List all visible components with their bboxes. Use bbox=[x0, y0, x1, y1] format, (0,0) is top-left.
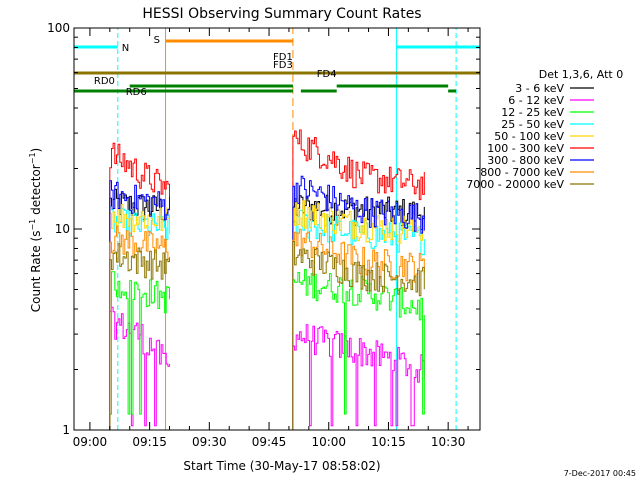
flag-label-fd3: FD3 bbox=[273, 60, 293, 71]
x-tick-label: 09:00 bbox=[73, 435, 108, 449]
series-line-5-1 bbox=[292, 129, 425, 430]
legend-label: 12 - 25 keV bbox=[501, 106, 564, 119]
legend-label: 7000 - 20000 keV bbox=[466, 178, 564, 191]
series-line-3-1 bbox=[292, 209, 425, 430]
x-axis-label: Start Time (30-May-17 08:58:02) bbox=[183, 459, 380, 473]
x-tick-label: 09:45 bbox=[252, 435, 287, 449]
flag-label-n: N bbox=[122, 43, 129, 54]
legend-label: 6 - 12 keV bbox=[508, 94, 564, 107]
y-axis-label: Count Rate (s−1 detector−1) bbox=[28, 148, 43, 312]
legend-label: 3 - 6 keV bbox=[515, 82, 564, 95]
series-line-6-1 bbox=[292, 175, 425, 430]
series-line-1-1 bbox=[292, 324, 425, 430]
series-line-6-0 bbox=[109, 180, 170, 430]
x-tick-label: 10:30 bbox=[431, 435, 466, 449]
flag-label-rd0: RD0 bbox=[94, 76, 115, 87]
legend-label: 300 - 800 keV bbox=[487, 154, 564, 167]
y-tick-label: 1 bbox=[62, 423, 70, 437]
legend-label: 100 - 300 keV bbox=[487, 142, 564, 155]
flag-label-fd1: FD1 bbox=[273, 52, 293, 63]
series-line-8-0 bbox=[109, 243, 170, 430]
footer-timestamp: 7-Dec-2017 00:45 bbox=[564, 469, 636, 478]
flag-label-s: S bbox=[154, 35, 160, 46]
legend-title: Det 1,3,6, Att 0 bbox=[539, 68, 623, 81]
series-line-2-1 bbox=[292, 269, 425, 430]
legend-label: 800 - 7000 keV bbox=[480, 166, 564, 179]
series-line-4-1 bbox=[292, 197, 425, 430]
x-tick-label: 09:30 bbox=[192, 435, 227, 449]
flag-label-rd6: RD6 bbox=[126, 87, 147, 98]
legend-label: 50 - 100 keV bbox=[494, 130, 564, 143]
legend-label: 25 - 50 keV bbox=[501, 118, 564, 131]
series-line-3-0 bbox=[109, 206, 170, 430]
flag-label-fd4: FD4 bbox=[317, 69, 337, 80]
chart-title: HESSI Observing Summary Count Rates bbox=[142, 6, 421, 22]
x-tick-label: 09:15 bbox=[132, 435, 167, 449]
series-line-2-0 bbox=[109, 271, 170, 430]
series-line-5-0 bbox=[109, 142, 170, 430]
y-tick-label: 100 bbox=[47, 21, 70, 35]
x-tick-label: 10:00 bbox=[311, 435, 346, 449]
series-line-8-1 bbox=[292, 241, 425, 430]
y-tick-label: 10 bbox=[55, 222, 70, 236]
x-tick-label: 10:15 bbox=[371, 435, 406, 449]
